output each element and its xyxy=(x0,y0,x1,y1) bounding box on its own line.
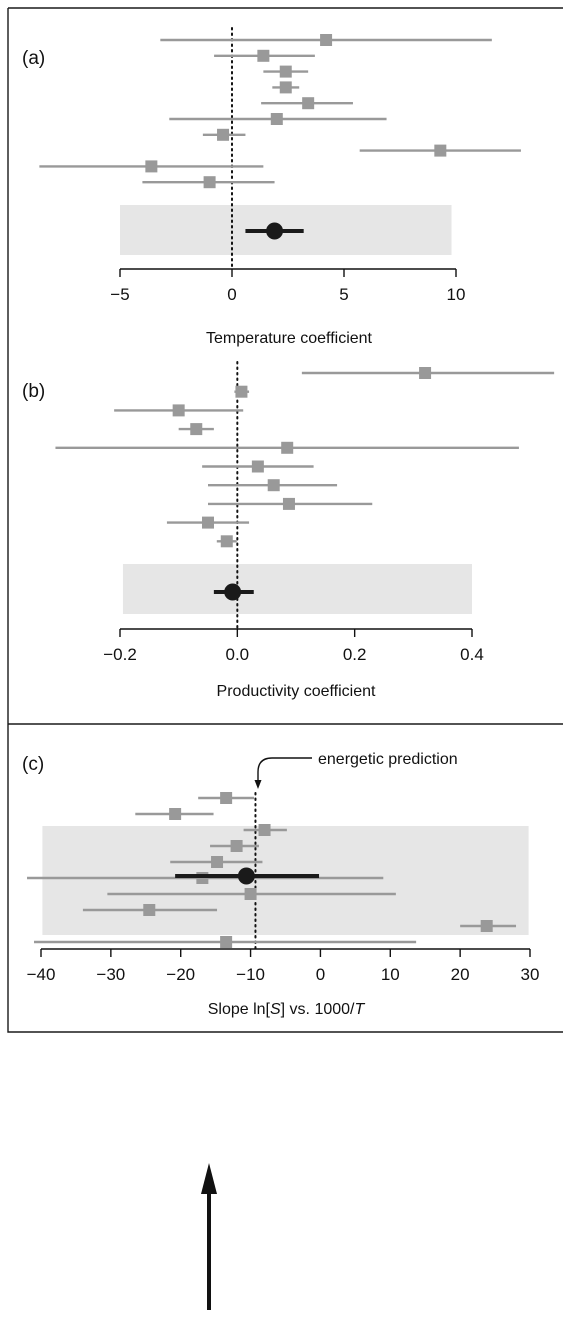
estimate-marker xyxy=(302,97,315,110)
pooled-marker xyxy=(237,867,255,885)
energetic-prediction-annotation: energetic prediction xyxy=(318,751,458,768)
pooled-marker xyxy=(266,222,284,240)
pooled-estimate-band xyxy=(42,826,529,935)
estimate-marker xyxy=(235,385,248,398)
estimate-marker xyxy=(211,856,224,868)
x-axis-tick-label: 0.2 xyxy=(343,645,367,664)
top-section-frame xyxy=(7,7,563,725)
panel-b-label: (b) xyxy=(22,381,45,402)
estimate-marker xyxy=(434,144,447,157)
estimate-marker xyxy=(257,49,270,62)
estimate-marker xyxy=(251,460,264,473)
panel-b: (b) −0.2 0.0 0.2 0.4 Productivity coefficie… xyxy=(22,361,555,700)
estimate-marker xyxy=(244,888,257,900)
panel-b-x-axis-label: Productivity coefficient xyxy=(217,683,376,700)
estimate-marker xyxy=(279,81,292,94)
x-axis-tick-label: −10 xyxy=(236,965,265,984)
x-axis-tick-label: 5 xyxy=(339,285,348,304)
x-axis-tick-label: 0 xyxy=(316,965,325,984)
panel-frames xyxy=(7,7,563,1033)
estimate-marker xyxy=(320,34,333,46)
x-axis-tick-label: 0.0 xyxy=(226,645,250,664)
estimate-marker xyxy=(145,160,158,173)
annotation-arrow-head xyxy=(254,780,262,789)
x-axis-tick-label: −5 xyxy=(110,285,129,304)
annotation-arrow-shaft xyxy=(257,757,312,780)
estimate-marker xyxy=(230,840,243,852)
pooled-estimate-band xyxy=(122,564,472,614)
x-axis-tick-label: 10 xyxy=(447,285,466,304)
x-axis-label-part: S xyxy=(270,1001,281,1018)
x-axis-tick-label: −30 xyxy=(96,965,125,984)
x-axis-tick-label: 10 xyxy=(381,965,400,984)
x-axis-tick-label: 30 xyxy=(521,965,540,984)
panel-c-x-axis-label: Slope ln[S] vs. 1000/T xyxy=(208,1001,366,1018)
panel-a-label: (a) xyxy=(22,48,45,69)
estimate-marker xyxy=(480,920,493,932)
estimate-marker xyxy=(220,535,233,548)
estimate-marker xyxy=(220,792,233,804)
estimate-marker xyxy=(279,65,292,78)
x-axis-tick-label: −0.2 xyxy=(103,645,137,664)
x-axis-tick-label: −20 xyxy=(166,965,195,984)
estimate-marker xyxy=(169,808,182,820)
panel-a-x-axis-label: Temperature coefficient xyxy=(206,330,373,347)
estimate-marker xyxy=(258,824,271,836)
estimate-marker xyxy=(282,497,295,510)
panel-a: (a) −5 0 5 10 Temperature coefficient xyxy=(22,27,521,347)
estimate-marker xyxy=(202,516,214,529)
estimate-marker xyxy=(203,176,216,189)
estimate-marker xyxy=(281,441,294,454)
estimate-marker xyxy=(270,113,283,125)
x-axis-tick-label: 20 xyxy=(451,965,470,984)
arrow-head xyxy=(201,1163,217,1194)
estimate-marker xyxy=(143,904,156,916)
estimate-marker xyxy=(220,936,233,948)
estimate-marker xyxy=(267,479,280,492)
estimate-marker xyxy=(172,404,185,417)
estimate-marker xyxy=(217,128,230,141)
panel-c-label: (c) xyxy=(22,754,44,775)
panel-c: (c) −40 −30 −20 −10 0 10 20 30 Slope ln[S] vs. … xyxy=(22,751,539,1018)
large-upward-arrow xyxy=(201,1163,217,1310)
bottom-section-frame xyxy=(7,724,563,1033)
x-axis-tick-label: 0 xyxy=(227,285,236,304)
x-axis-tick-label: −40 xyxy=(27,965,56,984)
pooled-marker xyxy=(224,583,242,601)
estimate-marker xyxy=(419,367,432,379)
x-axis-label-part: Slope ln[ xyxy=(208,1001,271,1018)
x-axis-label-part: ] vs. 1000/ xyxy=(281,1001,355,1018)
x-axis-tick-label: 0.4 xyxy=(460,645,484,664)
x-axis-label-part: T xyxy=(354,1001,365,1018)
estimate-marker xyxy=(190,423,203,436)
